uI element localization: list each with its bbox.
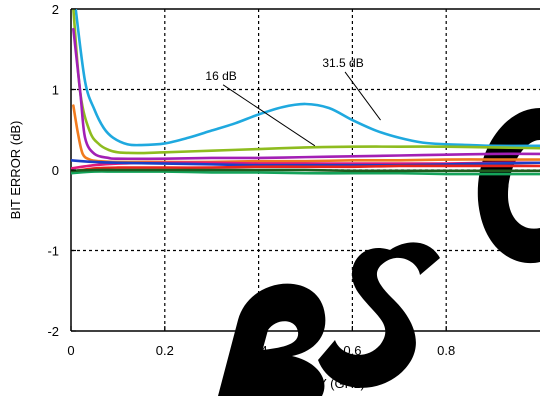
- tick-labels: 0 0.2 0.4 0.6 0.8 -2 -1 0 1 2: [47, 2, 455, 358]
- x-tick-label-4: 0.8: [437, 343, 455, 358]
- series-line-6: [71, 164, 540, 173]
- series-line-1: [72, 9, 540, 155]
- y-axis-title: BIT ERROR (dB): [8, 121, 23, 220]
- y-tick-label-0: -2: [47, 324, 59, 339]
- y-tick-label-2: 0: [52, 163, 59, 178]
- x-tick-label-3: 0.6: [343, 343, 361, 358]
- annotation-label-1: 31.5 dB: [322, 56, 363, 70]
- series-line-5: [71, 159, 540, 167]
- annotation-leader-0: [222, 84, 316, 147]
- x-tick-label-2: 0.4: [250, 343, 268, 358]
- series-line-8: [71, 168, 540, 173]
- series-line-7: [71, 170, 540, 176]
- series-layer: [71, 9, 540, 176]
- y-tick-label-4: 2: [52, 2, 59, 17]
- x-tick-label-1: 0.2: [156, 343, 174, 358]
- annotation-leader-1: [344, 71, 381, 121]
- x-axis-title: FREQUENCY (GHz): [245, 376, 365, 391]
- y-tick-label-1: -1: [47, 244, 59, 259]
- series-line-2: [72, 27, 540, 161]
- x-tick-label-0: 0: [67, 343, 74, 358]
- annotations: 16 dB 31.5 dB: [205, 56, 381, 147]
- series-line-0: [74, 9, 540, 148]
- annotation-label-0: 16 dB: [205, 69, 236, 83]
- y-tick-label-3: 1: [52, 83, 59, 98]
